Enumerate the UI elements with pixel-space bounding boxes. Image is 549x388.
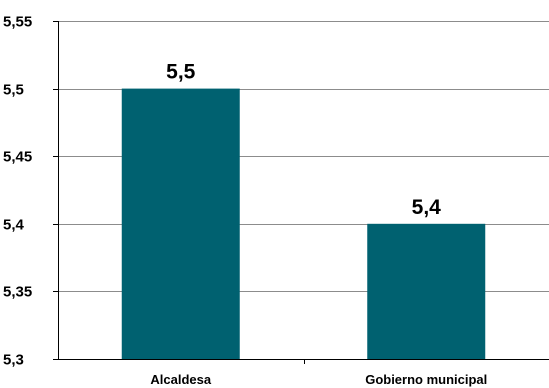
bar-gobierno-municipal xyxy=(367,223,486,359)
x-category-label: Alcaldesa xyxy=(150,372,211,387)
y-tick-label: 5,4 xyxy=(3,217,25,234)
y-tick-label: 5,5 xyxy=(3,82,24,99)
y-tick-label: 5,3 xyxy=(3,352,24,369)
y-tick-label: 5,35 xyxy=(3,284,32,301)
data-label: 5,5 xyxy=(166,61,196,84)
axes xyxy=(53,21,549,364)
x-category-label: Gobierno municipal xyxy=(365,372,487,387)
data-label: 5,4 xyxy=(412,196,442,219)
labels: 5,3 5,35 5,4 5,45 5,5 5,55 5,5 Alcaldesa 5,4 Gobi… xyxy=(3,14,487,388)
bar-alcaldesa xyxy=(121,88,240,359)
y-tick-label: 5,45 xyxy=(3,149,32,166)
bars xyxy=(121,88,486,359)
y-tick-label: 5,55 xyxy=(3,14,32,31)
